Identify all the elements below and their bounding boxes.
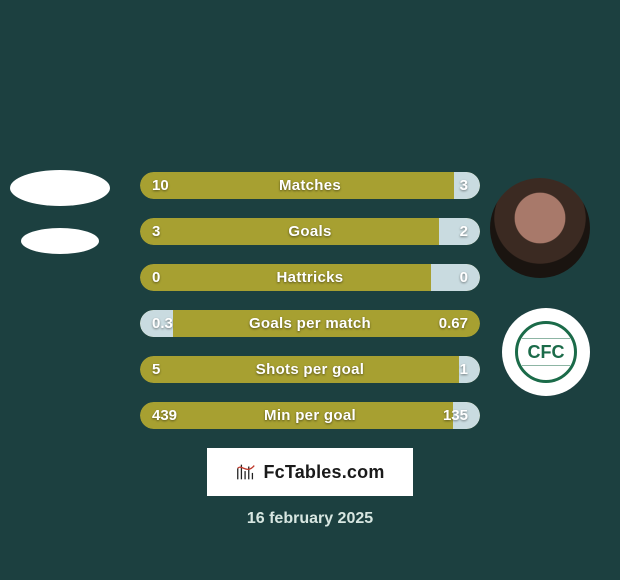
stat-row: Hattricks0 0 — [140, 264, 480, 291]
stat-value-right: 0 — [460, 264, 468, 291]
stat-label: Goals — [140, 218, 480, 245]
stat-value-left: 10 — [152, 172, 169, 199]
stat-label: Hattricks — [140, 264, 480, 291]
stat-value-right: 0.67 — [439, 310, 468, 337]
brand-text: FcTables.com — [263, 462, 384, 483]
stat-label: Shots per goal — [140, 356, 480, 383]
stat-label: Min per goal — [140, 402, 480, 429]
stat-row: Goals3 2 — [140, 218, 480, 245]
stat-value-right: 2 — [460, 218, 468, 245]
stat-value-left: 3 — [152, 218, 160, 245]
stat-value-left: 5 — [152, 356, 160, 383]
player-left-avatar-placeholder-1 — [10, 170, 110, 206]
stat-value-right: 135 — [443, 402, 468, 429]
stat-row: Matches10 3 — [140, 172, 480, 199]
stat-value-left: 439 — [152, 402, 177, 429]
stat-row: Goals per match0.3 0.67 — [140, 310, 480, 337]
fctables-logo-icon — [235, 461, 257, 483]
stat-value-left: 0 — [152, 264, 160, 291]
stats-bars: Matches103Goals32Hattricks00Goals per ma… — [140, 172, 480, 448]
brand-box: FcTables.com — [207, 448, 413, 496]
club-badge-text: CFC — [515, 321, 577, 383]
stat-label: Matches — [140, 172, 480, 199]
stat-row: Shots per goal5 1 — [140, 356, 480, 383]
stat-row: Min per goal439 135 — [140, 402, 480, 429]
player-right-avatar — [490, 178, 590, 278]
stat-label: Goals per match — [140, 310, 480, 337]
stat-value-right: 3 — [460, 172, 468, 199]
stat-value-right: 1 — [460, 356, 468, 383]
date-text: 16 february 2025 — [0, 510, 620, 528]
stat-value-left: 0.3 — [152, 310, 173, 337]
club-badge: CFC — [502, 308, 590, 396]
player-left-avatar-placeholder-2 — [21, 228, 99, 254]
